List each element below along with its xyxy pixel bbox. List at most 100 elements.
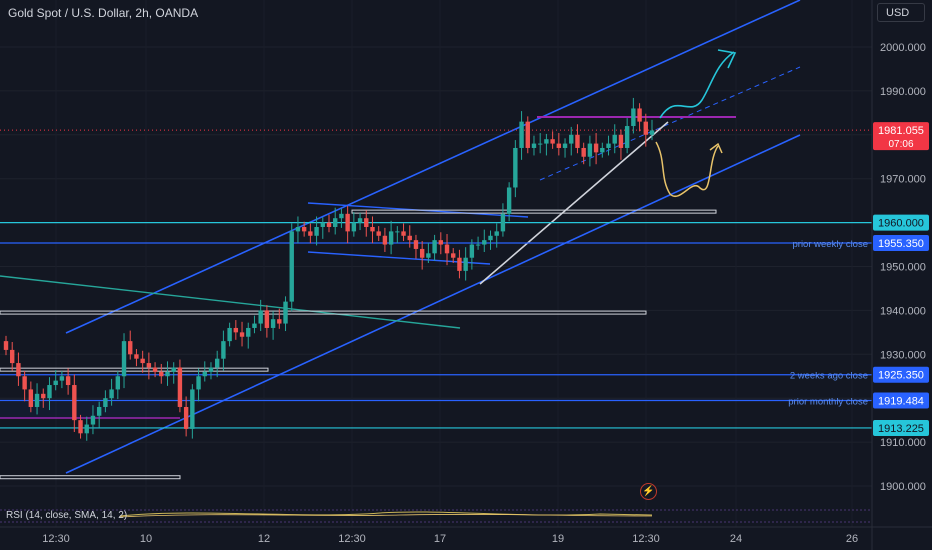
candle-body: [643, 121, 648, 135]
candle-body: [432, 240, 437, 254]
x-tick-label: 17: [434, 533, 446, 545]
candle-body: [600, 147, 605, 153]
x-tick-label: 12:30: [632, 533, 660, 545]
rsi-sma-line: [119, 513, 653, 518]
candle-body: [246, 327, 251, 337]
y-tick-label: 1930.000: [880, 349, 926, 361]
bullish-forecast-arrow: [659, 51, 735, 119]
x-tick-label: 12:30: [338, 533, 366, 545]
candle-body: [202, 371, 207, 377]
bullish-arrow-head: [717, 49, 737, 69]
candle-body: [165, 371, 170, 377]
descending-trend-line: [0, 275, 461, 329]
candle-body: [152, 367, 158, 372]
y-tick-label: 1910.000: [880, 437, 926, 449]
candle-body: [345, 213, 350, 232]
rsi-indicator-label[interactable]: RSI (14, close, SMA, 14, 2): [6, 510, 128, 521]
candle-body: [314, 226, 319, 236]
level-price-tag-text: 1925.350: [878, 370, 924, 382]
channel-upper-line: [65, 0, 801, 334]
chart-title: Gold Spot / U.S. Dollar, 2h, OANDA: [8, 6, 199, 20]
candle-body: [351, 222, 357, 232]
pullback-arrow-head: [709, 142, 723, 154]
candle-body: [252, 323, 257, 328]
candle-body: [295, 226, 301, 232]
candle-body: [494, 231, 499, 236]
candle-body: [488, 235, 493, 241]
current-price-tag: [873, 122, 929, 151]
candle-body: [289, 231, 294, 302]
candle-body: [537, 143, 543, 145]
y-tick-label: 1990.000: [880, 86, 926, 98]
candle-body: [264, 310, 270, 328]
y-tick-label: 2000.000: [880, 42, 926, 54]
candle-body: [649, 130, 655, 135]
level-price-tag-text: 1960.000: [878, 218, 924, 230]
candle-body: [34, 393, 40, 407]
level-price-tag: [873, 214, 929, 231]
candle-body: [631, 108, 636, 127]
level-price-tag-text: 1913.225: [878, 423, 924, 435]
x-tick-label: 24: [730, 533, 742, 545]
candle-body: [159, 371, 164, 377]
candle-body: [134, 354, 139, 359]
candle-body: [569, 134, 574, 144]
candle-body: [506, 187, 512, 214]
flash-icon[interactable]: ⚡: [640, 483, 657, 500]
candle-body: [333, 218, 338, 227]
candle-body: [283, 301, 288, 324]
candle-body: [221, 341, 226, 359]
candle-body: [146, 363, 152, 368]
candle-body: [519, 121, 524, 148]
candle-body: [382, 235, 388, 245]
candle-body: [10, 349, 15, 364]
level-price-tag: [873, 366, 929, 383]
candle-body: [513, 147, 518, 188]
level-label: 2 weeks ago close: [790, 371, 868, 382]
candle-body: [370, 226, 375, 232]
candle-body: [16, 363, 21, 377]
candle-body: [581, 147, 586, 157]
x-tick-label: 19: [552, 533, 564, 545]
candle-body: [72, 385, 77, 421]
candle-body: [475, 244, 481, 246]
candle-body: [121, 341, 127, 377]
candle-body: [28, 389, 34, 407]
candle-body: [364, 218, 369, 227]
level-label: prior weekly close: [793, 239, 869, 250]
level-label: prior monthly close: [788, 396, 868, 407]
candle-body: [357, 218, 363, 223]
currency-button[interactable]: USD: [877, 3, 925, 22]
candle-body: [463, 257, 468, 271]
y-tick-label: 1940.000: [880, 305, 926, 317]
candle-body: [612, 134, 617, 144]
candle-body: [407, 235, 412, 241]
channel-mid-line: [539, 66, 801, 181]
x-tick-label: 12:30: [42, 533, 70, 545]
candle-body: [183, 406, 189, 429]
candle-body: [233, 327, 239, 333]
y-tick-label: 1950.000: [880, 262, 926, 274]
candle-body: [128, 341, 133, 355]
rising-support-line: [479, 121, 669, 285]
candle-body: [171, 367, 176, 372]
y-tick-label: 1900.000: [880, 481, 926, 493]
candle-body: [190, 389, 195, 429]
candle-body: [177, 367, 183, 407]
price-axis: [872, 0, 932, 550]
level-price-tag-text: 1955.350: [878, 238, 924, 250]
candle-body: [78, 420, 83, 434]
candle-body: [556, 143, 562, 148]
candle-body: [395, 231, 400, 233]
candle-body: [239, 332, 245, 337]
candle-body: [90, 415, 96, 425]
current-price-text: 1981.055: [878, 125, 924, 137]
candle-body: [326, 222, 332, 227]
candle-body: [270, 319, 276, 328]
candle-body: [196, 376, 201, 390]
candle-body: [575, 134, 580, 148]
candle-body: [637, 108, 642, 122]
candle-body: [544, 139, 549, 144]
candle-body: [84, 424, 89, 434]
